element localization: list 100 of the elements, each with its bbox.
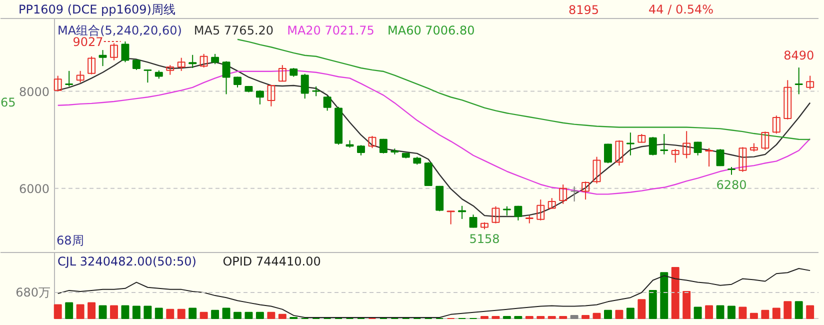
bar — [626, 308, 634, 319]
candlestick — [177, 57, 186, 72]
candlestick — [323, 96, 332, 112]
candlestick — [794, 67, 803, 95]
candlestick — [278, 64, 286, 82]
candlestick — [256, 90, 264, 105]
candlestick — [234, 76, 242, 88]
bar — [98, 305, 107, 319]
text: 65 — [0, 96, 16, 110]
text: 44 / 0.54% — [648, 2, 714, 16]
bar — [570, 314, 578, 319]
candlestick — [592, 156, 601, 184]
candlestick — [379, 138, 388, 154]
bar — [166, 308, 174, 319]
legend-title: CJL 3240482.00(50:50) — [58, 254, 196, 268]
ref-line-label: 680万 — [16, 285, 50, 300]
candlestick — [121, 40, 130, 63]
candlestick — [469, 214, 478, 228]
candlestick — [615, 140, 624, 166]
candlestick — [98, 50, 107, 67]
bar — [750, 312, 758, 319]
bar — [200, 312, 208, 319]
bar — [188, 308, 197, 319]
candlestick — [559, 184, 568, 204]
bar — [132, 306, 140, 319]
bar — [738, 306, 747, 319]
bar — [502, 316, 511, 319]
candlestick — [626, 132, 634, 156]
candlestick — [144, 68, 152, 84]
candlestick — [188, 54, 197, 69]
bar — [705, 305, 714, 319]
bar — [638, 299, 646, 319]
bar — [222, 308, 230, 319]
bar — [110, 305, 118, 319]
bar — [806, 305, 814, 319]
candlestick — [312, 86, 320, 97]
candlestick — [54, 75, 62, 92]
bar — [648, 290, 657, 319]
candlestick — [738, 146, 747, 172]
bar — [54, 304, 62, 319]
bar — [794, 301, 803, 319]
candlestick — [705, 148, 714, 168]
candlestick — [660, 134, 668, 155]
candlestick — [694, 141, 702, 156]
candlestick — [211, 53, 220, 65]
bar — [144, 306, 152, 319]
candlestick — [65, 70, 74, 87]
text: 8195 — [568, 3, 600, 17]
bar — [278, 314, 286, 319]
text: MA20 7021.75 — [287, 24, 374, 38]
bar — [525, 316, 534, 319]
bar — [76, 304, 84, 319]
candlestick — [682, 130, 691, 159]
bar — [211, 310, 220, 319]
bar — [536, 316, 545, 319]
bar — [256, 312, 264, 319]
bar — [121, 305, 130, 319]
candlestick — [772, 115, 780, 134]
legend-title: MA组合(5,240,20,60) — [58, 24, 182, 38]
annotation: 68周 — [56, 234, 84, 248]
candlestick — [300, 73, 309, 100]
bar — [660, 272, 668, 319]
annotation: 8490 — [784, 48, 814, 63]
bar — [514, 316, 522, 319]
candlestick — [267, 84, 276, 107]
text: OPID 744410.00 — [222, 254, 321, 268]
candlestick — [436, 185, 444, 212]
bar — [582, 314, 590, 319]
text: MA60 7006.80 — [388, 24, 475, 38]
candlestick — [88, 56, 96, 75]
candlestick — [514, 205, 522, 221]
candlestick — [424, 162, 432, 186]
candlestick — [648, 136, 657, 156]
annotation: 5158 — [469, 232, 500, 246]
candlestick — [548, 198, 556, 210]
bar — [65, 302, 74, 319]
candlestick — [492, 206, 500, 224]
bar — [559, 316, 568, 319]
bar — [682, 290, 691, 319]
bar — [784, 301, 792, 319]
candlestick — [604, 143, 612, 164]
candlestick — [357, 144, 365, 156]
bar — [728, 306, 736, 319]
bar — [548, 316, 556, 319]
candlestick — [458, 205, 466, 220]
candlestick — [716, 148, 724, 167]
bar — [761, 310, 770, 319]
y-tick-label: 6000 — [18, 182, 50, 196]
bar — [592, 312, 601, 319]
bar — [177, 308, 186, 319]
bar — [154, 308, 163, 319]
bar — [716, 305, 724, 319]
bar — [234, 312, 242, 319]
bar — [244, 312, 253, 319]
candlestick — [200, 53, 208, 68]
candlestick — [671, 148, 680, 164]
candlestick — [570, 186, 578, 202]
chart-title: PP1609 (DCE pp1609)周线 — [18, 2, 176, 16]
text: MA5 7765.20 — [194, 24, 274, 38]
candlestick — [222, 60, 230, 95]
